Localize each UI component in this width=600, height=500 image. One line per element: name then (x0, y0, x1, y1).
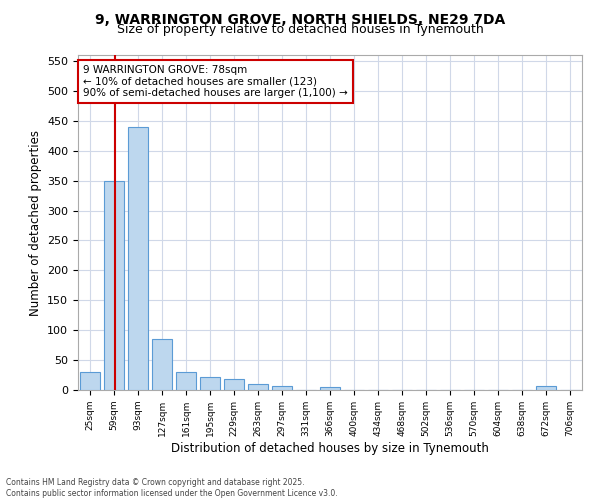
Text: Contains HM Land Registry data © Crown copyright and database right 2025.
Contai: Contains HM Land Registry data © Crown c… (6, 478, 338, 498)
Bar (272, 386, 292, 390)
Bar (152, 339, 172, 390)
Bar (176, 372, 196, 390)
Text: 9 WARRINGTON GROVE: 78sqm
← 10% of detached houses are smaller (123)
90% of semi: 9 WARRINGTON GROVE: 78sqm ← 10% of detac… (83, 65, 348, 98)
Bar (200, 377, 220, 390)
Bar (320, 387, 340, 390)
Bar (104, 180, 124, 390)
X-axis label: Distribution of detached houses by size in Tynemouth: Distribution of detached houses by size … (171, 442, 489, 454)
Text: 9, WARRINGTON GROVE, NORTH SHIELDS, NE29 7DA: 9, WARRINGTON GROVE, NORTH SHIELDS, NE29… (95, 12, 505, 26)
Bar (80, 372, 100, 390)
Bar (224, 379, 244, 390)
Y-axis label: Number of detached properties: Number of detached properties (29, 130, 41, 316)
Text: Size of property relative to detached houses in Tynemouth: Size of property relative to detached ho… (116, 22, 484, 36)
Bar (128, 127, 148, 390)
Bar (248, 384, 268, 390)
Bar (536, 386, 556, 390)
